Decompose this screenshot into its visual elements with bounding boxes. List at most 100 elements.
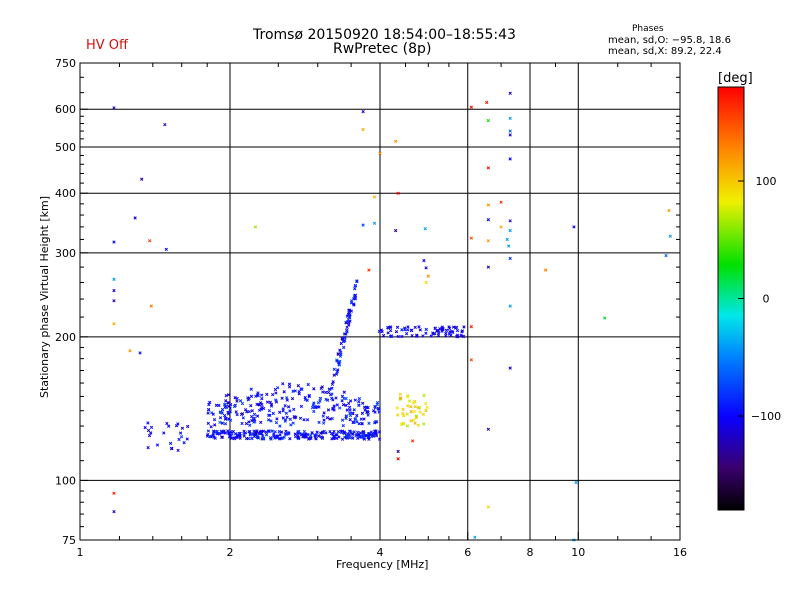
data-point — [372, 221, 377, 225]
data-point — [340, 394, 345, 398]
data-point — [252, 412, 257, 417]
data-point — [112, 240, 116, 244]
data-point — [394, 330, 399, 334]
data-point — [288, 417, 292, 421]
data-point — [328, 417, 332, 421]
data-point — [328, 387, 332, 391]
grid-lines — [80, 63, 680, 540]
data-point — [473, 535, 477, 539]
data-point — [226, 417, 231, 421]
data-point — [486, 118, 491, 123]
data-point — [508, 228, 512, 233]
data-point — [360, 411, 365, 415]
data-point — [348, 418, 352, 422]
data-point — [508, 157, 512, 161]
data-point — [185, 437, 189, 441]
data-point — [379, 328, 384, 332]
data-point — [112, 491, 116, 495]
data-point — [393, 139, 398, 143]
data-point — [341, 424, 345, 428]
data-point — [376, 406, 381, 411]
data-point — [233, 403, 237, 407]
data-point — [338, 406, 342, 410]
y-tick-label: 750 — [55, 57, 76, 70]
data-point — [486, 239, 491, 243]
data-point — [395, 325, 400, 329]
data-point — [271, 411, 275, 416]
data-point — [318, 396, 323, 401]
data-point — [347, 405, 352, 409]
data-point — [357, 396, 362, 401]
data-point — [330, 382, 335, 386]
data-point — [574, 480, 578, 485]
data-point — [206, 421, 210, 426]
data-point — [310, 431, 314, 435]
data-point — [148, 239, 152, 243]
data-point — [319, 431, 323, 435]
data-point — [206, 411, 210, 415]
data-point — [224, 393, 228, 398]
data-point — [223, 413, 227, 418]
data-point — [505, 237, 509, 242]
data-point — [572, 225, 576, 229]
data-point — [422, 393, 426, 398]
data-point — [226, 410, 230, 414]
data-point — [296, 434, 300, 438]
data-point — [269, 437, 273, 441]
data-point — [332, 404, 336, 408]
x-tick-label: 8 — [527, 546, 534, 559]
data-point — [451, 325, 456, 329]
data-point — [112, 322, 116, 326]
data-point — [265, 392, 269, 396]
data-point — [424, 401, 428, 406]
data-point — [297, 436, 301, 441]
data-point — [302, 433, 306, 437]
data-point — [386, 331, 390, 335]
phase-colorbar: 100 0 −100 — [717, 86, 781, 511]
data-point — [508, 256, 512, 261]
data-point — [345, 330, 349, 334]
data-point — [313, 405, 317, 409]
x-tick-label: 1 — [77, 546, 84, 559]
data-point — [335, 372, 339, 376]
x-axis-label: Frequency [MHz] — [336, 558, 429, 571]
data-point — [209, 425, 213, 429]
data-point — [233, 396, 237, 400]
data-point — [358, 431, 363, 435]
data-point — [342, 396, 346, 401]
data-point — [283, 404, 287, 408]
data-point — [267, 413, 271, 417]
data-point — [469, 358, 473, 362]
data-point — [149, 431, 153, 435]
data-point — [282, 390, 286, 394]
data-point — [349, 309, 354, 313]
data-point — [424, 266, 428, 270]
data-point — [367, 433, 371, 438]
data-point — [220, 421, 225, 425]
data-point — [247, 396, 251, 401]
data-point — [293, 435, 298, 439]
data-point — [226, 404, 231, 408]
data-point — [340, 399, 344, 403]
y-tick-label: 200 — [55, 331, 76, 344]
data-point — [486, 218, 491, 222]
data-point — [149, 304, 153, 308]
data-point — [206, 429, 211, 433]
data-point — [274, 398, 278, 402]
data-point — [447, 332, 452, 336]
data-point — [668, 234, 672, 238]
data-point — [286, 432, 290, 436]
data-point — [278, 437, 282, 441]
data-point — [312, 387, 316, 391]
data-point — [269, 419, 273, 423]
data-point — [326, 390, 331, 395]
data-point — [223, 422, 228, 426]
data-point — [352, 430, 356, 434]
data-point — [418, 328, 422, 332]
data-point — [146, 428, 151, 433]
data-point — [266, 418, 271, 422]
data-point — [162, 431, 166, 435]
data-point — [334, 396, 338, 400]
data-point — [240, 421, 244, 426]
data-point — [248, 433, 252, 437]
